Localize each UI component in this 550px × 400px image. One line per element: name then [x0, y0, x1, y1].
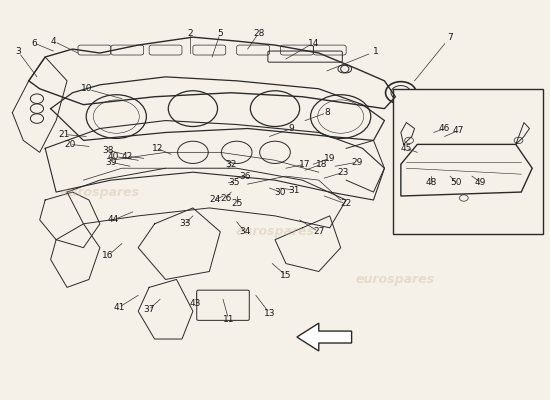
Text: eurospares: eurospares [60, 186, 140, 198]
Text: 25: 25 [231, 200, 243, 208]
Text: 8: 8 [324, 108, 330, 117]
Text: 39: 39 [105, 158, 117, 167]
Text: 12: 12 [152, 144, 163, 153]
Text: 38: 38 [102, 146, 114, 155]
Text: 50: 50 [450, 178, 461, 187]
Text: 31: 31 [288, 186, 300, 194]
Text: 6: 6 [31, 38, 37, 48]
Text: 46: 46 [439, 124, 450, 133]
Text: 49: 49 [475, 178, 486, 187]
Text: 20: 20 [64, 140, 75, 149]
Text: 43: 43 [190, 299, 201, 308]
Text: 26: 26 [220, 194, 232, 202]
Text: 29: 29 [351, 158, 363, 167]
Text: 7: 7 [447, 33, 453, 42]
Text: 36: 36 [239, 172, 251, 181]
Text: 45: 45 [400, 144, 412, 153]
Text: 40: 40 [108, 152, 119, 161]
Text: eurospares: eurospares [356, 273, 435, 286]
Text: 41: 41 [113, 303, 125, 312]
Text: 10: 10 [80, 84, 92, 93]
Text: 5: 5 [217, 29, 223, 38]
Text: 24: 24 [209, 196, 221, 204]
Text: 13: 13 [264, 309, 276, 318]
Polygon shape [297, 323, 351, 351]
Text: 16: 16 [102, 251, 114, 260]
Text: eurospares: eurospares [235, 225, 315, 238]
Text: 35: 35 [228, 178, 240, 187]
Text: 4: 4 [51, 37, 56, 46]
Text: 28: 28 [253, 29, 264, 38]
Text: 15: 15 [280, 271, 292, 280]
Text: 1: 1 [373, 46, 379, 56]
Text: 2: 2 [188, 29, 193, 38]
Text: 23: 23 [338, 168, 349, 177]
Text: 3: 3 [15, 46, 21, 56]
Text: 33: 33 [179, 219, 190, 228]
Text: 9: 9 [289, 124, 294, 133]
Text: 19: 19 [324, 154, 336, 163]
Text: 44: 44 [108, 215, 119, 224]
Text: 17: 17 [299, 160, 311, 169]
Text: 11: 11 [223, 315, 234, 324]
Text: 47: 47 [453, 126, 464, 135]
Text: 30: 30 [274, 188, 286, 196]
Text: 22: 22 [340, 200, 352, 208]
Text: 37: 37 [144, 305, 155, 314]
Text: 42: 42 [122, 152, 133, 161]
Text: 34: 34 [239, 227, 251, 236]
Text: 27: 27 [313, 227, 324, 236]
Text: 48: 48 [425, 178, 437, 187]
Text: 21: 21 [59, 130, 70, 139]
Text: 32: 32 [226, 160, 237, 169]
Text: 18: 18 [316, 160, 327, 169]
Bar [393, 89, 543, 234]
Text: 14: 14 [307, 38, 319, 48]
